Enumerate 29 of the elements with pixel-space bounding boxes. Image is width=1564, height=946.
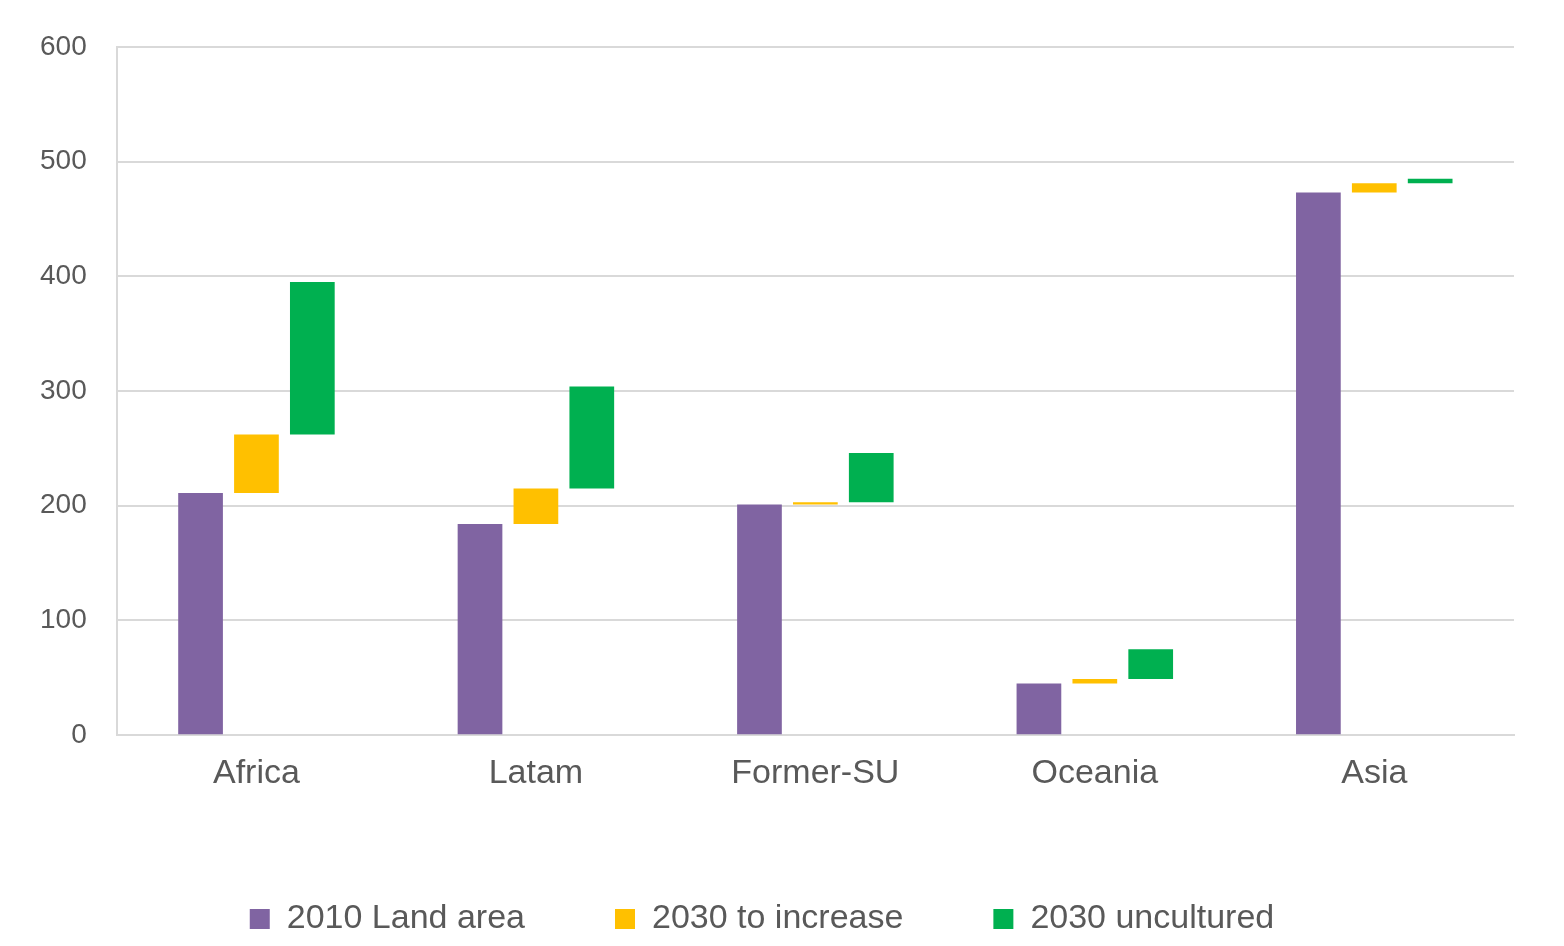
y-tick-label: 100 [40, 603, 87, 635]
bar [513, 488, 559, 525]
bar [1128, 649, 1174, 679]
x-tick-label: Oceania [1031, 751, 1159, 790]
bar [569, 386, 615, 489]
y-tick-label: 0 [71, 717, 87, 749]
y-tick-label: 600 [40, 29, 87, 61]
bar [234, 434, 279, 494]
bar [178, 493, 223, 735]
legend-label: 2010 Land area [286, 897, 526, 936]
bar [1296, 192, 1341, 735]
bar [1016, 683, 1062, 735]
bar [1351, 183, 1397, 193]
legend-label: 2030 uncultured [1030, 897, 1275, 936]
y-tick-label: 500 [40, 144, 87, 176]
bar [289, 282, 335, 435]
legend-label: 2030 to increase [651, 897, 904, 936]
y-tick-label: 400 [40, 258, 87, 290]
bar [848, 452, 894, 503]
bar [737, 504, 782, 735]
bar [457, 524, 503, 735]
x-tick-label: Former-SU [731, 751, 900, 790]
x-tick-label: Africa [212, 751, 300, 790]
x-tick-label: Latam [488, 751, 584, 790]
x-tick-label: Asia [1341, 751, 1408, 790]
bar [793, 502, 838, 505]
bar [1072, 678, 1118, 684]
y-tick-label: 300 [40, 373, 87, 405]
y-tick-label: 200 [40, 488, 87, 520]
